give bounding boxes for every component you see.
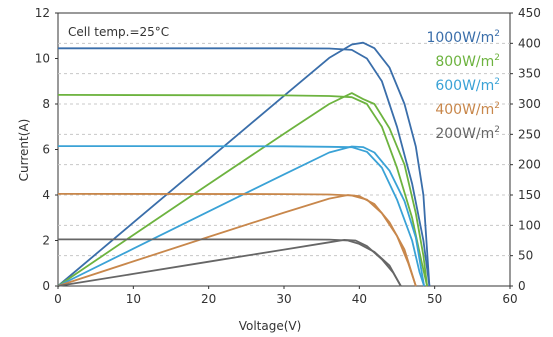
x-tick-label: 60 — [502, 292, 517, 306]
y-left-tick-label: 12 — [35, 6, 50, 20]
y-left-tick-label: 6 — [42, 143, 50, 157]
iv-curve-4 — [58, 238, 402, 287]
pv-curve-3 — [57, 194, 417, 287]
y-right-tick-label: 450 — [518, 6, 541, 20]
y-axis-title: Current(A) — [17, 119, 31, 182]
y-left-axis-ticks: 0 2 4 6 8 10 12 — [35, 6, 58, 293]
y-left-tick-label: 4 — [42, 188, 50, 202]
y-left-tick-label: 0 — [42, 279, 50, 293]
iv-curve-2 — [57, 145, 425, 287]
y-right-tick-label: 250 — [518, 127, 541, 141]
y-right-tick-label: 300 — [518, 97, 541, 111]
y-right-tick-label: 350 — [518, 67, 541, 81]
x-axis-ticks: 0 10 20 30 40 50 60 — [54, 286, 518, 306]
y-right-tick-label: 400 — [518, 36, 541, 50]
y-right-axis-ticks: 0 50 100 150 200 250 300 350 400 450 — [510, 6, 541, 293]
pv-curve-4 — [57, 238, 402, 287]
x-tick-label: 0 — [54, 292, 62, 306]
x-tick-label: 30 — [276, 292, 291, 306]
y-left-tick-label: 8 — [42, 97, 50, 111]
legend-entry-3: 400W/m2 — [435, 101, 500, 118]
plot-frame — [57, 12, 511, 287]
y-right-tick-label: 100 — [518, 218, 541, 232]
y-left-tick-label: 2 — [42, 234, 50, 248]
x-tick-label: 40 — [352, 292, 367, 306]
legend-entry-1: 800W/m2 — [435, 53, 500, 70]
legend-entry-4: 200W/m2 — [435, 125, 500, 142]
iv-curve-0 — [58, 47, 431, 287]
y-right-tick-label: 50 — [518, 249, 533, 263]
pv-curve-2 — [57, 145, 425, 287]
series-layer — [57, 41, 431, 287]
cell-temp-annotation: Cell temp.=25°C — [68, 25, 169, 39]
y-left-tick-label: 10 — [35, 52, 50, 66]
pv-curve-1 — [57, 92, 428, 287]
y-right-tick-label: 150 — [518, 188, 541, 202]
pv-curve-0 — [57, 41, 431, 287]
legend: 1000W/m2 800W/m2 600W/m2 400W/m2 200W/m2 — [426, 29, 500, 142]
x-tick-label: 10 — [126, 292, 141, 306]
x-tick-label: 50 — [427, 292, 442, 306]
x-tick-label: 20 — [201, 292, 216, 306]
y-right-tick-label: 0 — [518, 279, 526, 293]
legend-entry-2: 600W/m2 — [435, 77, 500, 94]
y-right-tick-label: 200 — [518, 158, 541, 172]
legend-entry-0: 1000W/m2 — [426, 29, 500, 46]
x-axis-title: Voltage(V) — [239, 319, 302, 333]
